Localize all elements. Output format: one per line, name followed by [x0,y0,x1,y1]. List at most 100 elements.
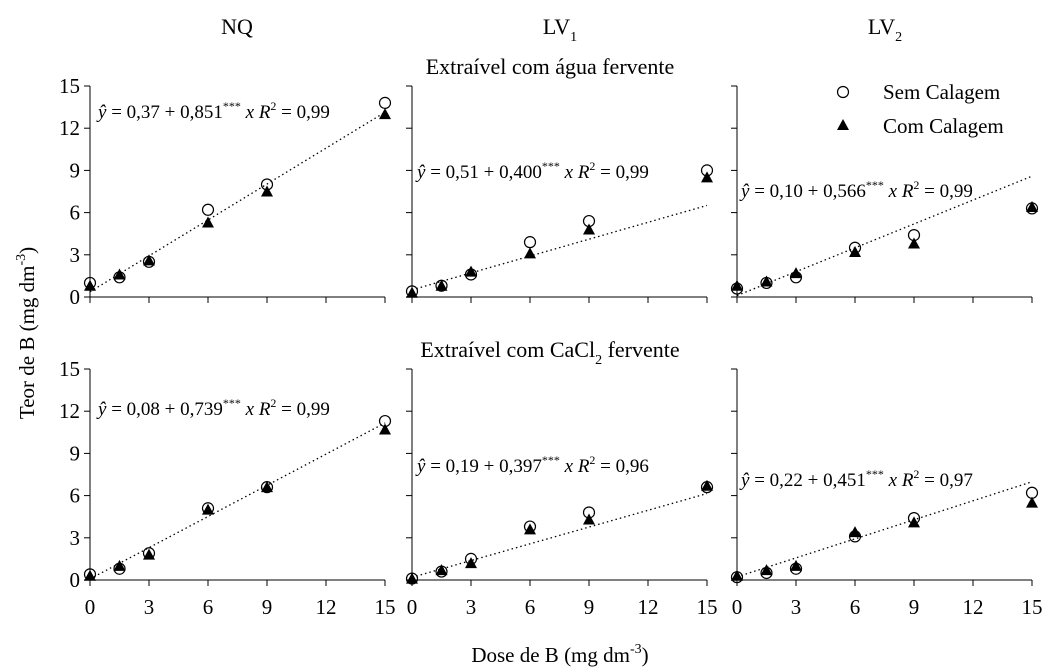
regression-equation: ŷ = 0,19 + 0,397*** x R2 = 0,96 [415,453,649,477]
point-com-calagem [113,268,126,280]
x-tick-label: 3 [466,595,477,619]
point-com-calagem [1026,200,1038,212]
eq-r: R [573,456,590,477]
column-title: LV2 [868,14,902,45]
point-sem-calagem [405,285,419,298]
point-com-calagem [524,247,536,259]
x-tick-label: 6 [850,595,861,619]
point-sem-calagem [378,96,392,109]
point-sem-calagem [907,229,921,242]
eq-text: + [479,456,499,477]
legend-marker-com-calagem [837,119,849,130]
regression-line [411,492,708,578]
x-tick-label: 0 [407,595,418,619]
x-tick-label: 15 [697,595,718,619]
point-sem-calagem [1025,486,1039,499]
eq-r: R [573,162,590,183]
eq-yhat: ŷ [739,181,750,202]
point-sem-calagem [848,530,862,543]
point-sem-calagem [142,547,156,560]
point-com-calagem [790,559,802,571]
eq-intercept: 0,22 [770,470,803,491]
eq-text: = [106,399,126,420]
y-tick-label: 0 [70,568,81,592]
row-title-end: fervente [602,337,680,362]
regression-equation: ŷ = 0,08 + 0,739*** x R2 = 0,99 [96,396,330,420]
x-tick-label: 15 [1022,595,1043,619]
eq-text: = [595,162,615,183]
point-sem-calagem [378,414,392,428]
legend: Sem Calagem Com Calagem [836,80,1004,138]
y-tick-label: 3 [70,526,81,550]
eq-intercept: 0,19 [446,456,479,477]
point-com-calagem [583,223,595,235]
y-tick-label: 15 [59,357,80,381]
y-axis-label-sup: -3 [14,254,29,266]
regression-equation: ŷ = 0,10 + 0,566*** x R2 = 0,99 [739,178,973,202]
regression-equation: ŷ = 0,22 + 0,451*** x R2 = 0,97 [739,467,973,491]
eq-x: x [560,162,574,183]
point-com-calagem [261,481,273,493]
x-axis-label-end: ) [642,643,649,667]
point-sem-calagem [435,279,448,292]
x-tick-label: 15 [375,595,396,619]
x-axis-label: Dose de B (mg dm-3) [471,642,648,667]
y-tick-label: 15 [59,74,80,98]
eq-significance: *** [542,453,560,467]
eq-significance: *** [866,467,884,481]
legend-label: Sem Calagem [883,80,1000,104]
eq-significance: *** [223,396,241,410]
row-title-text: Extraível com CaCl [420,337,595,362]
regression-equation: ŷ = 0,37 + 0,851*** x R2 = 0,99 [96,99,330,123]
eq-r2: 0,99 [940,181,973,202]
x-tick-label: 12 [963,595,984,619]
y-tick-label: 0 [70,285,81,309]
point-com-calagem [908,516,920,528]
point-sem-calagem [789,271,803,284]
eq-text: + [803,181,823,202]
point-sem-calagem [907,512,921,525]
regression-equation: ŷ = 0,51 + 0,400*** x R2 = 0,99 [415,159,649,183]
eq-text: = [919,470,939,491]
point-sem-calagem [582,214,596,228]
point-sem-calagem [83,568,97,581]
eq-r2: 0,99 [297,399,330,420]
point-com-calagem [524,523,536,535]
x-axis-label-sup: -3 [630,642,642,657]
column-title-text: NQ [221,14,253,39]
y-tick-label: 12 [59,399,80,423]
eq-x: x [560,456,574,477]
point-sem-calagem [760,566,773,580]
column-title: NQ [221,14,253,39]
eq-text: = [595,456,615,477]
eq-significance: *** [866,178,884,192]
point-sem-calagem [201,203,215,216]
column-title-text: LV [543,14,570,39]
point-com-calagem [84,279,96,291]
y-tick-label: 3 [70,243,81,267]
x-tick-label: 12 [316,595,337,619]
point-sem-calagem [83,276,97,290]
row-title-text: Extraível com água fervente [426,54,675,79]
point-com-calagem [435,564,448,576]
regression-line [89,422,386,580]
panel-1-1: 0 3 6 9 12 15 ŷ = 0,19 + 0,397*** x R2 = 0,96 [405,368,718,619]
eq-slope: 0,451 [823,470,866,491]
panel-0-1: ŷ = 0,51 + 0,400*** x R2 = 0,99 [405,85,714,303]
point-com-calagem [908,237,920,249]
eq-significance: *** [542,159,560,173]
row-title: Extraível com CaCl2 fervente [420,337,679,368]
point-com-calagem [465,265,477,277]
column-title-sub: 1 [570,30,577,45]
point-sem-calagem [523,520,537,533]
regression-line [89,111,386,293]
regression-line [736,481,1033,578]
eq-x: x [884,470,898,491]
point-sem-calagem [201,502,215,515]
point-com-calagem [1026,496,1038,508]
point-com-calagem [435,279,448,291]
column-title: LV1 [543,14,577,45]
eq-r-exp: 2 [589,159,595,173]
point-sem-calagem [142,255,156,268]
